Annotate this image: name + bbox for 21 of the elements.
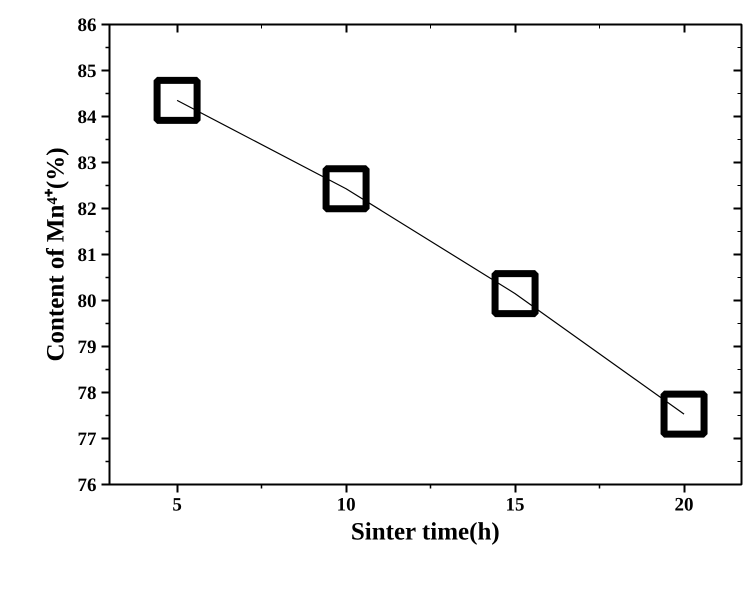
y-tick-label: 81 xyxy=(78,245,96,266)
point xyxy=(492,270,539,318)
x-tick-label: 15 xyxy=(506,494,525,516)
y-tick-label: 78 xyxy=(78,383,96,404)
y-axis-title: Content of Mn⁴⁺(%) xyxy=(42,147,70,362)
y-tick-label: 80 xyxy=(78,291,96,312)
point xyxy=(154,76,201,124)
y-tick-label: 82 xyxy=(78,199,96,220)
x-tick-label: 5 xyxy=(172,494,182,516)
y-tick-label: 84 xyxy=(78,107,97,128)
point xyxy=(660,390,708,438)
y-tick-label: 83 xyxy=(78,153,96,174)
point xyxy=(322,165,370,212)
x-tick-label: 20 xyxy=(674,494,694,516)
y-tick-label: 86 xyxy=(78,15,96,36)
x-axis-title: Sinter time(h) xyxy=(350,518,500,546)
x-tick-label: 10 xyxy=(336,494,356,516)
y-tick-label: 77 xyxy=(78,429,97,450)
y-tick-label: 76 xyxy=(78,475,96,496)
y-tick-label: 85 xyxy=(78,61,96,82)
y-tick-label: 79 xyxy=(78,337,96,358)
